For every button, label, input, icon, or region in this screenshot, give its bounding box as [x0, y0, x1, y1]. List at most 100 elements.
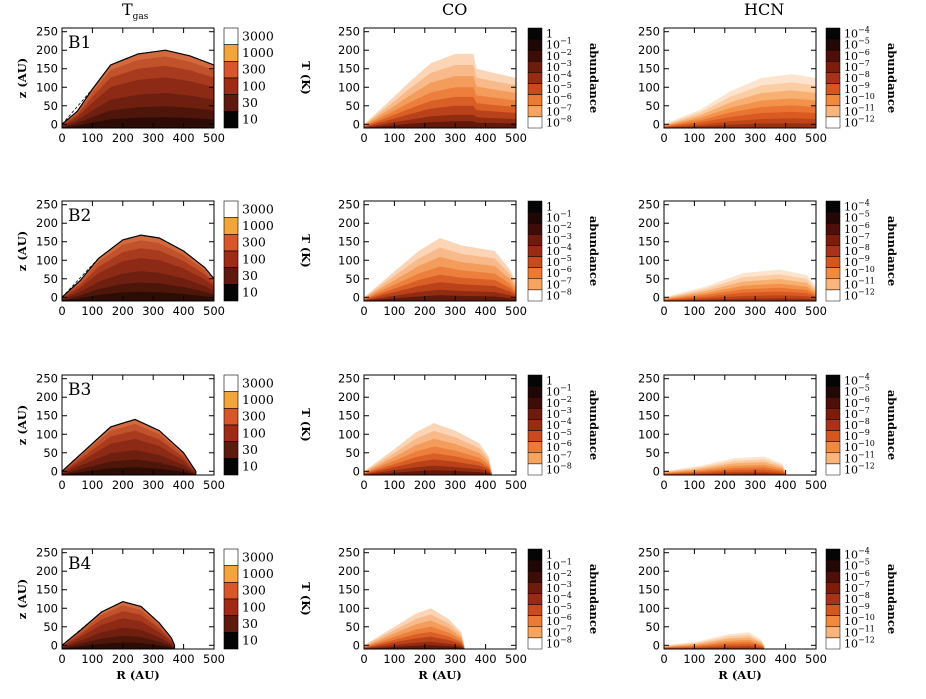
colorbar-label: 30: [242, 616, 258, 631]
y-tick-label: 250: [638, 546, 660, 560]
x-tick-label: 400: [775, 652, 797, 666]
x-tick-label: 0: [58, 478, 65, 492]
colorbar-cell: [527, 38, 543, 51]
x-tick-label: 100: [81, 652, 103, 666]
x-tick-label: 500: [203, 652, 225, 666]
colorbar-cell: [527, 548, 543, 561]
x-tick-label: 200: [414, 304, 436, 318]
tgas-layer-6: [62, 642, 175, 649]
x-tick-label: 200: [414, 131, 436, 145]
abund-layer-7: [364, 645, 465, 649]
abund-layer-7: [364, 121, 516, 128]
panel-b4-hcn: 0 100 200 300 400 500 0 50 100 150 200 250 R (AU): [638, 546, 827, 682]
colorbar-cell: [825, 234, 841, 246]
colorbar-cell: [825, 278, 841, 291]
colorbar-cell: [527, 637, 543, 650]
y-tick-label: 250: [338, 372, 360, 386]
colorbar-cell: [527, 593, 543, 605]
x-tick-label: 500: [505, 652, 527, 666]
colorbar-label: 300: [242, 409, 266, 424]
plot-frame: [363, 548, 517, 650]
y-tick-label: 200: [36, 390, 58, 404]
colorbar-label: 10: [242, 459, 258, 474]
y-tick-label: 200: [638, 564, 660, 578]
y-tick-label: 0: [653, 464, 660, 478]
x-tick-label: 400: [475, 131, 497, 145]
y-tick-label: 100: [638, 253, 660, 267]
x-tick-label: 100: [81, 478, 103, 492]
colorbar-cell: [825, 49, 841, 62]
colorbar-label: 10−8: [546, 461, 572, 476]
colorbar-cell: [527, 83, 543, 95]
x-tick-label: 100: [683, 304, 705, 318]
panel-b1-hcn: 0 100 200 300 400 500 0 50 100 150 200 250: [638, 25, 827, 145]
colorbar-label: 3000: [242, 201, 274, 216]
colorbar-cell: [527, 374, 543, 387]
rim-dash: [62, 258, 99, 298]
colorbar-cell: [825, 83, 841, 95]
colorbar-cell: [825, 430, 841, 442]
tgas-layer-6: [62, 291, 214, 301]
colorbar-label: 1: [546, 549, 553, 562]
y-tick-label: 250: [36, 546, 58, 560]
x-tick-label: 400: [775, 478, 797, 492]
colorbar-cell: [825, 105, 841, 118]
y-tick-label: 250: [36, 198, 58, 212]
y-tick-label: 100: [338, 427, 360, 441]
x-tick-label: 200: [112, 131, 134, 145]
colorbar-cell: [223, 61, 239, 79]
colorbar-label: 30: [242, 268, 258, 283]
colorbar-title: abundance: [587, 43, 601, 113]
y-tick-label: 100: [36, 427, 58, 441]
x-tick-label: 300: [142, 478, 164, 492]
colorbar-cell: [527, 396, 543, 409]
y-tick-label: 150: [36, 583, 58, 597]
colorbar-cell: [527, 570, 543, 583]
colorbar-label: 1000: [242, 566, 274, 581]
colorbar-label: 1000: [242, 218, 274, 233]
y-tick-label: 0: [653, 290, 660, 304]
colorbar-label: 10−12: [844, 461, 875, 476]
x-tick-label: 100: [683, 478, 705, 492]
colorbar-cell: [527, 559, 543, 572]
y-tick-label: 50: [43, 99, 58, 113]
x-tick-label: 300: [444, 131, 466, 145]
panel-b3-hcn: 0 100 200 300 400 500 0 50 100 150 200 250: [638, 372, 827, 492]
plot-frame: [663, 200, 817, 302]
colorbar-cell: [223, 565, 239, 583]
colorbar-b4-co: 110−110−210−310−410−510−610−710−8abundan…: [527, 548, 601, 650]
colorbar-cell: [825, 245, 841, 257]
colorbar-label: 10−8: [546, 114, 572, 129]
y-tick-label: 200: [36, 43, 58, 57]
y-tick-label: 50: [345, 99, 360, 113]
colorbar-cell: [527, 385, 543, 398]
x-tick-label: 0: [660, 131, 667, 145]
y-axis-label: z (AU): [15, 58, 29, 98]
x-tick-label: 0: [58, 304, 65, 318]
colorbar-cell: [527, 116, 543, 129]
tgas-layer-6: [62, 117, 214, 128]
panel-b1-tgas: 0 100 200 300 400 500 0 50 100 150 200 250 B1 z (AU): [15, 25, 225, 145]
colorbar-cell: [825, 72, 841, 84]
colorbar-cell: [223, 582, 239, 600]
colorbar-cell: [825, 38, 841, 51]
y-tick-label: 150: [338, 583, 360, 597]
y-tick-label: 100: [638, 427, 660, 441]
y-tick-label: 100: [338, 80, 360, 94]
x-tick-label: 0: [58, 652, 65, 666]
colorbar-cell: [527, 441, 543, 454]
y-tick-label: 50: [345, 272, 360, 286]
y-tick-label: 50: [43, 620, 58, 634]
colorbar-cell: [223, 424, 239, 442]
y-tick-label: 0: [653, 117, 660, 131]
x-tick-label: 100: [683, 652, 705, 666]
x-tick-label: 300: [744, 478, 766, 492]
x-tick-label: 200: [714, 304, 736, 318]
model-label: B1: [68, 33, 91, 53]
colorbar-cell: [825, 604, 841, 616]
y-tick-label: 50: [43, 272, 58, 286]
x-tick-label: 0: [360, 131, 367, 145]
plot-frame: [61, 200, 215, 302]
y-tick-label: 150: [638, 409, 660, 423]
